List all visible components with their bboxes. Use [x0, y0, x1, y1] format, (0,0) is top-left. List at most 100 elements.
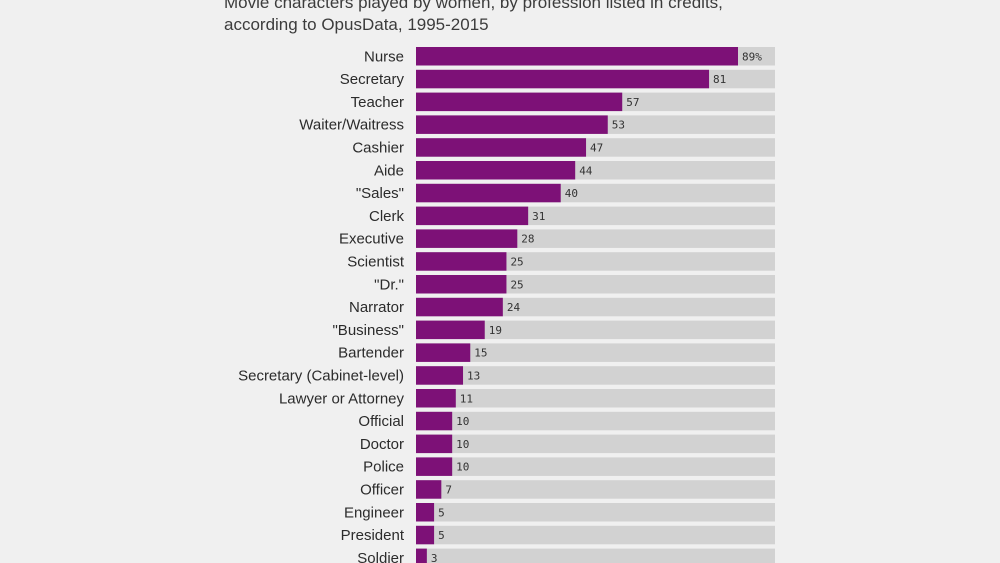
- bar-track-soldier: [416, 548, 775, 563]
- subtitle-line-1: Movie characters played by women, by pro…: [224, 0, 723, 12]
- value-label-police: 10: [456, 461, 469, 474]
- value-label-waiter-waitress: 53: [612, 119, 625, 132]
- bar-track-business: [416, 320, 775, 340]
- value-label-lawyer-or-attorney: 11: [460, 392, 473, 405]
- bar-engineer: [416, 503, 435, 522]
- bar-executive: [416, 229, 518, 248]
- bar-row-engineer: Engineer 5: [344, 503, 775, 522]
- bar-row-clerk: Clerk 31: [369, 206, 775, 226]
- value-label-teacher: 57: [626, 96, 639, 109]
- bar-business: [416, 320, 485, 340]
- bar-row-nurse: Nurse 89%: [364, 47, 775, 66]
- bar-aide: [416, 161, 576, 180]
- category-label-nurse: Nurse: [364, 48, 404, 65]
- bar-track-engineer: [416, 503, 775, 522]
- bar-row-doctor: Doctor 10: [360, 434, 775, 454]
- bar-police: [416, 457, 453, 476]
- value-label-bartender: 15: [474, 347, 487, 360]
- bar-row-narrator: Narrator 24: [349, 297, 775, 317]
- bar-cashier: [416, 138, 587, 157]
- category-label-soldier: Soldier: [357, 550, 404, 563]
- bar-row-business: "Business" 19: [332, 320, 775, 340]
- bar-row-police: Police 10: [363, 457, 775, 476]
- bar-row-cashier: Cashier 47: [352, 138, 775, 157]
- bar-row-aide: Aide 44: [374, 161, 775, 180]
- value-label-executive: 28: [521, 233, 534, 246]
- bar-scientist: [416, 252, 507, 271]
- value-label-officer: 7: [445, 483, 452, 496]
- value-label-president: 5: [438, 529, 445, 542]
- category-label-doctor: Doctor: [360, 436, 404, 453]
- subtitle-line-2: according to OpusData, 1995-2015: [224, 15, 489, 34]
- category-label-dr: "Dr.": [374, 276, 404, 293]
- value-label-engineer: 5: [438, 506, 445, 519]
- value-label-clerk: 31: [532, 210, 545, 223]
- category-label-president: President: [341, 527, 405, 544]
- bar-row-soldier: Soldier 3: [357, 548, 775, 563]
- category-label-officer: Officer: [360, 481, 404, 498]
- bar-row-bartender: Bartender 15: [338, 343, 775, 362]
- bar-track-president: [416, 525, 775, 545]
- bar-track-bartender: [416, 343, 775, 362]
- bar-row-president: President 5: [341, 525, 775, 545]
- value-label-dr: 25: [510, 278, 523, 291]
- value-label-secretary-cabinet-level: 13: [467, 369, 480, 382]
- bar-track-secretary-cabinet-level: [416, 366, 775, 385]
- bar-row-executive: Executive 28: [339, 229, 775, 248]
- bar-secretary: [416, 69, 710, 89]
- category-label-police: Police: [363, 459, 404, 476]
- value-label-scientist: 25: [510, 255, 523, 268]
- bar-track-doctor: [416, 434, 775, 454]
- category-label-lawyer-or-attorney: Lawyer or Attorney: [279, 390, 405, 407]
- bar-president: [416, 525, 435, 545]
- value-label-narrator: 24: [507, 301, 521, 314]
- bar-track-officer: [416, 480, 775, 499]
- bar-sales: [416, 183, 561, 203]
- category-label-secretary: Secretary: [340, 71, 405, 88]
- category-label-teacher: Teacher: [351, 94, 404, 111]
- bar-dr: [416, 275, 507, 294]
- bar-row-officer: Officer 7: [360, 480, 775, 499]
- category-label-business: "Business": [332, 322, 404, 339]
- bar-track-narrator: [416, 297, 775, 317]
- bar-official: [416, 411, 453, 431]
- category-label-narrator: Narrator: [349, 299, 404, 316]
- category-label-engineer: Engineer: [344, 504, 404, 521]
- category-label-scientist: Scientist: [347, 253, 405, 270]
- bar-narrator: [416, 297, 503, 317]
- bar-row-secretary: Secretary 81: [340, 69, 775, 89]
- category-label-bartender: Bartender: [338, 345, 404, 362]
- category-label-sales: "Sales": [356, 185, 404, 202]
- bar-secretary-cabinet-level: [416, 366, 464, 385]
- value-label-sales: 40: [565, 187, 578, 200]
- category-label-waiter-waitress: Waiter/Waitress: [299, 117, 404, 134]
- bar-track-official: [416, 411, 775, 431]
- category-label-executive: Executive: [339, 231, 404, 248]
- bar-track-police: [416, 457, 775, 476]
- bar-row-dr: "Dr." 25: [374, 275, 775, 294]
- bar-bartender: [416, 343, 471, 362]
- value-label-soldier: 3: [431, 552, 438, 563]
- bar-soldier: [416, 548, 427, 563]
- value-label-business: 19: [489, 324, 502, 337]
- value-label-nurse: 89%: [742, 50, 762, 63]
- category-label-secretary-cabinet-level: Secretary (Cabinet-level): [238, 367, 404, 384]
- bar-row-sales: "Sales" 40: [356, 183, 775, 203]
- category-label-official: Official: [358, 413, 404, 430]
- bar-row-teacher: Teacher 57: [351, 92, 775, 112]
- bar-row-scientist: Scientist 25: [347, 252, 775, 271]
- bar-doctor: [416, 434, 453, 454]
- value-label-doctor: 10: [456, 438, 469, 451]
- bar-lawyer-or-attorney: [416, 389, 456, 408]
- bar-row-secretary-cabinet-level: Secretary (Cabinet-level) 13: [238, 366, 775, 385]
- value-label-official: 10: [456, 415, 469, 428]
- bar-nurse: [416, 47, 738, 66]
- category-label-aide: Aide: [374, 162, 404, 179]
- bar-track-lawyer-or-attorney: [416, 389, 775, 408]
- chart-subtitle: Movie characters played by women, by pro…: [224, 0, 784, 36]
- value-label-cashier: 47: [590, 141, 603, 154]
- bar-waiter-waitress: [416, 115, 608, 134]
- category-label-cashier: Cashier: [352, 139, 404, 156]
- bar-row-waiter-waitress: Waiter/Waitress 53: [299, 115, 775, 134]
